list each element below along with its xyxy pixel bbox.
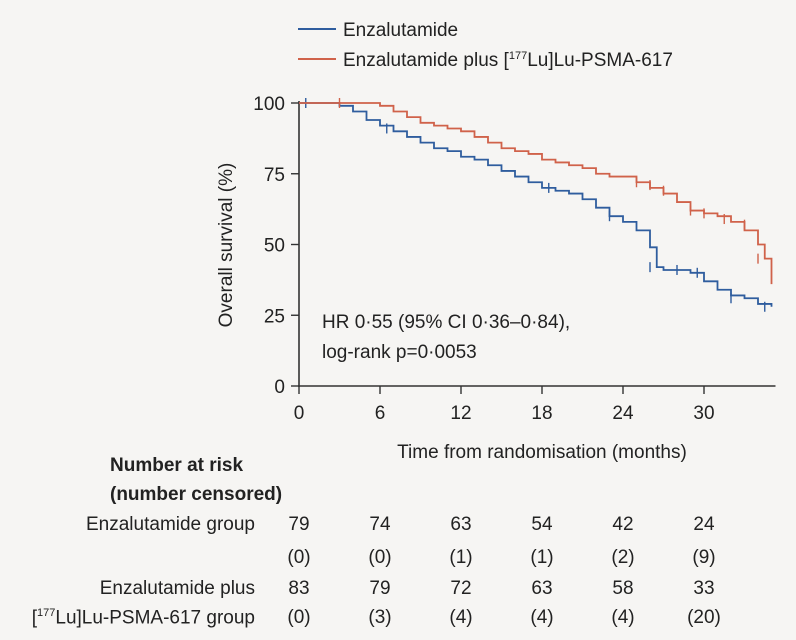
x-tick-label: 18 (531, 403, 552, 424)
y-tick-label: 100 (253, 94, 285, 115)
legend-label-1: Enzalutamide plus [177Lu]Lu-PSMA-617 (343, 50, 673, 71)
y-tick-label: 75 (264, 165, 285, 186)
hr-annotation-line: log-rank p=0·0053 (322, 342, 477, 363)
x-tick-label: 12 (450, 403, 471, 424)
y-axis-label: Overall survival (%) (216, 163, 237, 328)
x-tick-label: 30 (693, 403, 714, 424)
y-tick-label: 50 (264, 236, 285, 257)
legend-label-0: Enzalutamide (343, 20, 458, 41)
y-tick-label: 25 (264, 306, 285, 327)
x-tick-label: 0 (294, 403, 305, 424)
y-tick-label: 0 (274, 377, 285, 398)
x-axis-label: Time from randomisation (months) (397, 442, 687, 463)
series-line-1 (299, 102, 773, 285)
x-tick-label: 24 (612, 403, 634, 424)
x-tick-label: 6 (375, 403, 386, 424)
series-line-0 (299, 102, 773, 307)
hr-annotation-line: HR 0·55 (95% CI 0·36–0·84), (322, 312, 570, 333)
